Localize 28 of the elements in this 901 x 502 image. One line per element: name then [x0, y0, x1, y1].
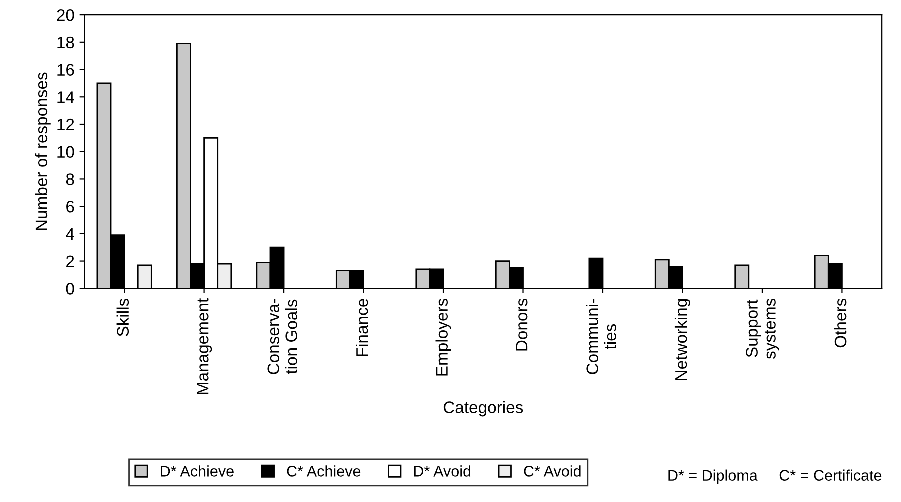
x-tick-label: Donors [516, 298, 528, 351]
y-tick-label: 16 [58, 64, 74, 76]
y-tick-label: 10 [58, 146, 74, 158]
x-tick-label: Finance [356, 299, 368, 356]
x-axis-title: Categories [444, 401, 524, 417]
x-tick-label: Networking [674, 299, 690, 380]
y-tick-label: 2 [66, 256, 74, 268]
text: D* = Diploma C* = Certificate [668, 470, 882, 484]
y-tick-label: 12 [58, 118, 74, 131]
y-tick-label: 20 [57, 9, 74, 22]
x-tick-label: Communi- ties [586, 299, 616, 374]
y-tick-label: 8 [66, 174, 74, 186]
y-tick-label: 14 [58, 92, 74, 104]
legend-label: D* Achieve [161, 466, 234, 477]
legend-label: C* Avoid [524, 466, 581, 477]
x-tick-label: Skills [116, 298, 130, 337]
x-tick-label: Support systems [746, 298, 780, 360]
y-tick-label: 0 [66, 283, 74, 295]
x-tick-label: Management [197, 298, 212, 394]
y-tick-label: 4 [66, 228, 74, 240]
y-axis-title: Number of responses [35, 72, 51, 230]
legend-label: C* Achieve [287, 466, 361, 477]
x-tick-label: Others [834, 298, 847, 348]
x-tick-label: Employers [436, 298, 452, 376]
legend-label: D* Avoid [414, 466, 471, 477]
x-tick-label: Conserva- tion Goals [268, 299, 298, 374]
y-tick-label: 6 [66, 200, 74, 213]
y-tick-label: 18 [58, 36, 74, 49]
